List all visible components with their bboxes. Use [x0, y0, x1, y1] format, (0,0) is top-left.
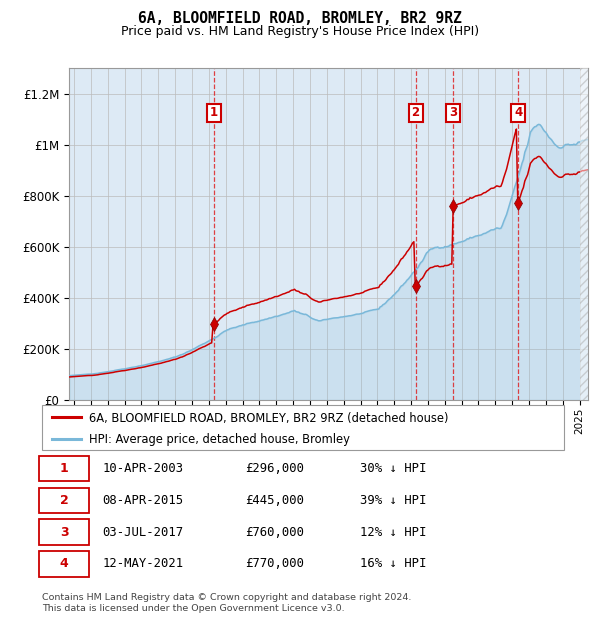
FancyBboxPatch shape	[40, 456, 89, 481]
Text: 6A, BLOOMFIELD ROAD, BROMLEY, BR2 9RZ (detached house): 6A, BLOOMFIELD ROAD, BROMLEY, BR2 9RZ (d…	[89, 412, 448, 425]
Text: 1: 1	[209, 107, 218, 120]
Text: 3: 3	[60, 526, 68, 539]
Text: 03-JUL-2017: 03-JUL-2017	[102, 526, 183, 539]
FancyBboxPatch shape	[40, 487, 89, 513]
Text: 08-APR-2015: 08-APR-2015	[102, 494, 183, 507]
FancyBboxPatch shape	[40, 520, 89, 545]
Text: Contains HM Land Registry data © Crown copyright and database right 2024.
This d: Contains HM Land Registry data © Crown c…	[42, 593, 412, 613]
Text: 12% ↓ HPI: 12% ↓ HPI	[361, 526, 427, 539]
Text: 30% ↓ HPI: 30% ↓ HPI	[361, 462, 427, 475]
Text: 2: 2	[60, 494, 68, 507]
Text: 3: 3	[449, 107, 457, 120]
Text: HPI: Average price, detached house, Bromley: HPI: Average price, detached house, Brom…	[89, 433, 350, 446]
Text: 2: 2	[412, 107, 419, 120]
Text: 16% ↓ HPI: 16% ↓ HPI	[361, 557, 427, 570]
Text: 10-APR-2003: 10-APR-2003	[102, 462, 183, 475]
Text: 6A, BLOOMFIELD ROAD, BROMLEY, BR2 9RZ: 6A, BLOOMFIELD ROAD, BROMLEY, BR2 9RZ	[138, 11, 462, 26]
Bar	[580, 68, 588, 400]
Text: Price paid vs. HM Land Registry's House Price Index (HPI): Price paid vs. HM Land Registry's House …	[121, 25, 479, 38]
Text: 39% ↓ HPI: 39% ↓ HPI	[361, 494, 427, 507]
Text: 1: 1	[60, 462, 68, 475]
Text: 12-MAY-2021: 12-MAY-2021	[102, 557, 183, 570]
Text: 4: 4	[60, 557, 68, 570]
Text: 4: 4	[514, 107, 523, 120]
Text: £445,000: £445,000	[245, 494, 305, 507]
Text: £760,000: £760,000	[245, 526, 305, 539]
FancyBboxPatch shape	[40, 551, 89, 577]
FancyBboxPatch shape	[42, 405, 564, 450]
Text: £296,000: £296,000	[245, 462, 305, 475]
Text: £770,000: £770,000	[245, 557, 305, 570]
